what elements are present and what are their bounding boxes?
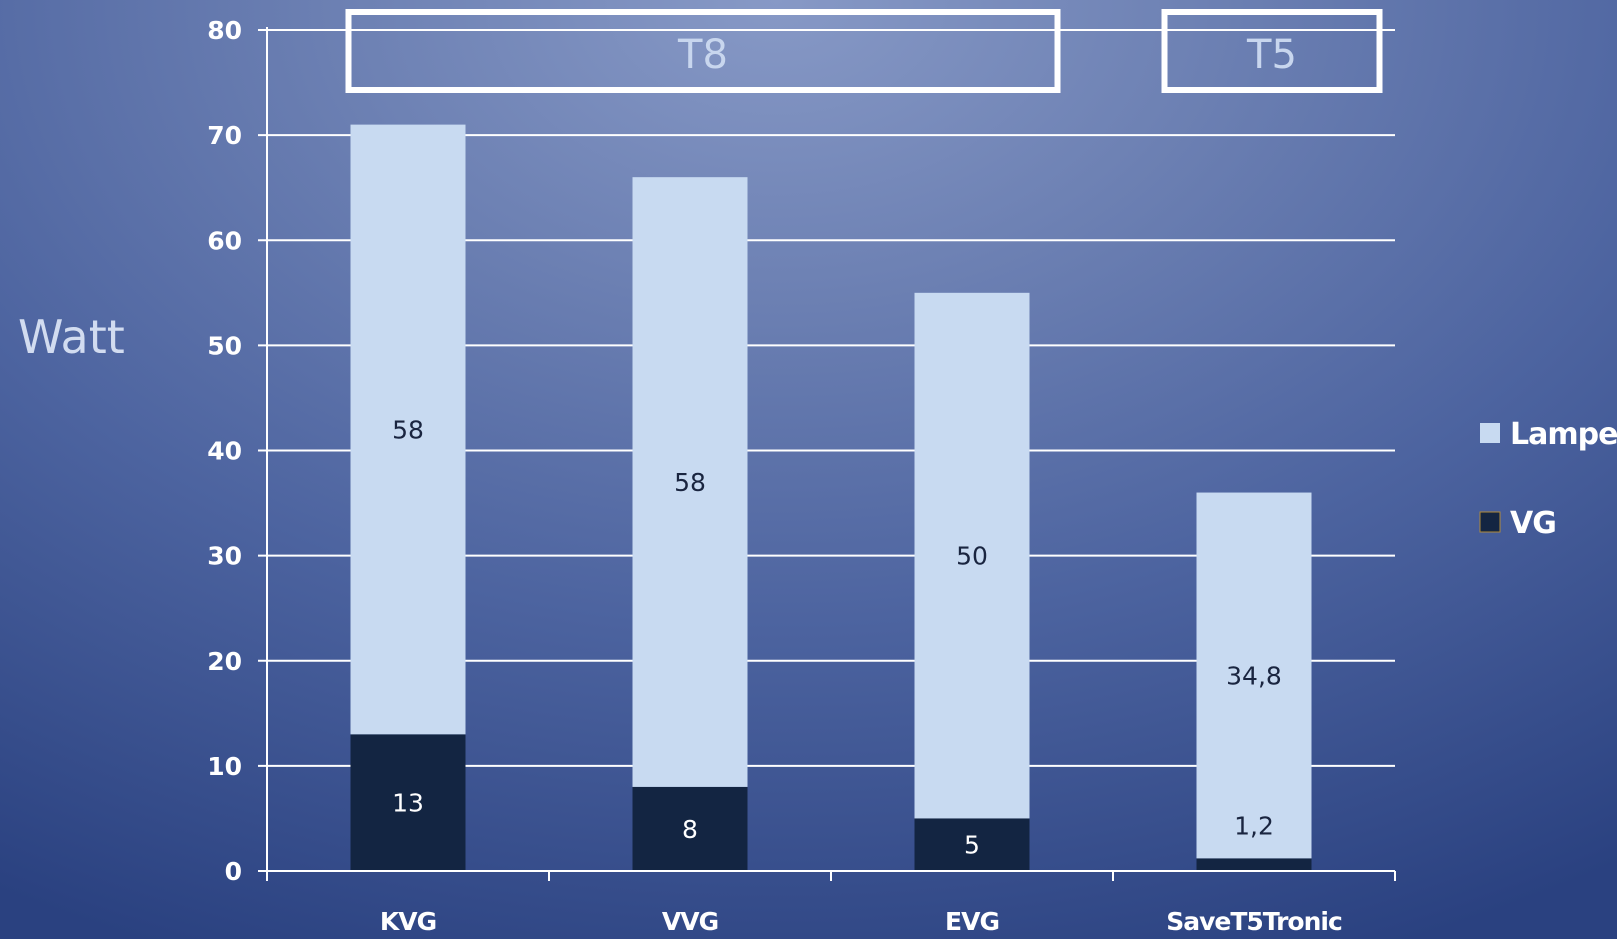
data-label-lampe: 50 [956, 542, 988, 571]
y-tick-label: 30 [207, 542, 242, 571]
bar-lampe [632, 177, 748, 787]
x-tick-label: VVG [662, 907, 718, 936]
axes: 0 10 20 30 40 50 60 70 80 KVG VVG EVG SaveT5Tronic [207, 16, 1396, 936]
group-box [1161, 9, 1383, 93]
y-axis-label: Watt [18, 310, 125, 364]
bar-vg [1196, 858, 1312, 871]
bar-vg [350, 734, 466, 871]
data-label-lampe: 34,8 [1226, 661, 1282, 690]
bars [350, 124, 1312, 871]
legend-swatch-lampe [1480, 423, 1500, 443]
y-tick-label: 10 [207, 752, 242, 781]
group-brackets: T8 T5 [345, 9, 1383, 93]
y-tick-label: 50 [207, 331, 242, 360]
legend-label-vg: VG [1510, 506, 1556, 541]
y-tick-label: 0 [225, 857, 242, 886]
legend-label-lampe: Lampe [1510, 417, 1617, 452]
data-label-vg: 5 [964, 831, 980, 860]
y-tick-label: 70 [207, 121, 242, 150]
legend-swatch-vg [1479, 511, 1501, 533]
y-tick-label: 80 [207, 16, 242, 45]
bar-vg [914, 818, 1030, 871]
group-label: T8 [677, 32, 728, 78]
y-tick-label: 60 [207, 226, 242, 255]
x-tick-label: EVG [945, 907, 999, 936]
data-label-vg: 1,2 [1234, 811, 1274, 840]
x-tick-label: KVG [380, 907, 436, 936]
y-tick-label: 20 [207, 647, 242, 676]
y-tick-label: 40 [207, 437, 242, 466]
data-label-vg: 8 [682, 815, 698, 844]
data-label-lampe: 58 [392, 415, 424, 444]
bar-vg [632, 786, 748, 871]
data-label-vg: 13 [392, 789, 424, 818]
x-tick-label: SaveT5Tronic [1166, 907, 1342, 936]
legend: Lampe VG [1479, 417, 1617, 541]
data-labels: 13 58 8 58 5 50 1,2 34,8 [392, 415, 1282, 859]
bar-lampe [1196, 492, 1312, 859]
bar-lampe [350, 124, 466, 735]
group-label: T5 [1246, 32, 1297, 78]
bar-lampe [914, 292, 1030, 819]
data-label-lampe: 58 [674, 468, 706, 497]
group-box [345, 9, 1061, 93]
